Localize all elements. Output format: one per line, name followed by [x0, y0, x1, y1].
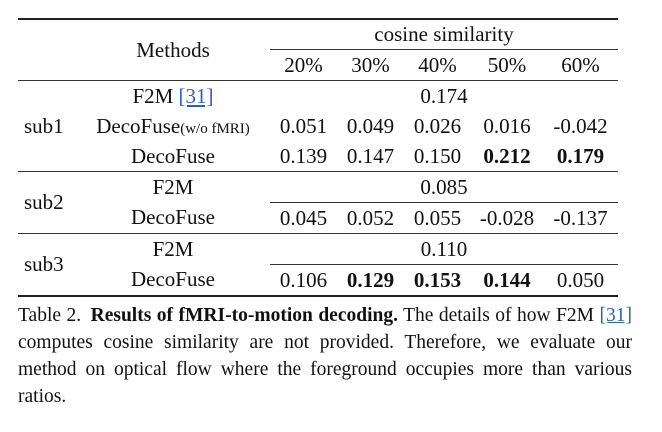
caption-label: Table 2.	[18, 305, 82, 326]
value-cell: 0.139	[279, 143, 328, 168]
method-name: F2M [31]	[76, 80, 270, 111]
method-suffix: (w/o fMRI)	[180, 120, 250, 137]
value-cell: 0.045	[279, 205, 328, 230]
citation-link[interactable]: [31]	[178, 83, 214, 108]
method-name: F2M	[76, 171, 270, 203]
merged-value-cell: 0.110	[270, 233, 618, 265]
value-cell: 0.106	[270, 264, 337, 297]
ratio-header: 20%	[284, 52, 323, 77]
caption-text: The details of how F2M	[403, 305, 595, 326]
value-cell: -0.137	[553, 205, 608, 230]
methods-header: Methods	[76, 18, 270, 81]
method-name: DecoFuse	[131, 143, 215, 168]
ratio-header: 40%	[418, 52, 457, 77]
value-cell: 0.147	[346, 143, 395, 168]
value-cell: 0.026	[413, 113, 462, 138]
value-cell: 0.055	[413, 205, 462, 230]
method-label: DecoFuse	[96, 113, 181, 138]
caption-citation-link[interactable]: [31]	[599, 305, 633, 326]
value-cell: 0.016	[483, 113, 531, 138]
value-cell: 0.052	[346, 205, 395, 230]
cosine-similarity-header: cosine similarity	[270, 18, 618, 50]
caption-title: Results of fMRI-to-motion decoding.	[90, 305, 398, 326]
subject-label: sub3	[18, 233, 76, 297]
value-cell: 0.049	[346, 113, 395, 138]
ratio-header: 60%	[561, 52, 600, 77]
value-cell: 0.150	[413, 143, 462, 168]
value-cell-bold: 0.179	[556, 143, 605, 168]
value-cell-bold: 0.129	[337, 264, 404, 297]
value-cell: -0.042	[553, 113, 608, 138]
header-empty-cell	[18, 18, 76, 50]
method-name: DecoFuse	[76, 264, 270, 297]
value-cell: -0.028	[479, 205, 535, 230]
value-cell: 0.051	[279, 113, 328, 138]
merged-value-cell: 0.085	[270, 171, 618, 203]
method-label: F2M	[132, 83, 174, 108]
method-name: F2M	[76, 233, 270, 265]
method-name: DecoFuse	[131, 205, 215, 230]
value-cell-bold: 0.153	[404, 264, 471, 297]
caption-text: computes cosine similarity are not provi…	[18, 332, 632, 407]
value-cell: 0.050	[543, 264, 618, 297]
ratio-header: 30%	[351, 52, 390, 77]
ratio-header: 50%	[487, 52, 527, 77]
value-cell-bold: 0.144	[471, 264, 543, 297]
results-table: Methods cosine similarity 20% 30% 40% 50…	[18, 18, 618, 297]
merged-value-cell: 0.174	[270, 80, 618, 111]
subject-label: sub2	[18, 171, 76, 234]
header-empty-cell	[18, 50, 76, 81]
subject-label: sub1	[18, 80, 76, 172]
method-name: DecoFuse(w/o fMRI)	[76, 111, 270, 141]
table-caption: Table 2. Results of fMRI-to-motion decod…	[18, 302, 632, 410]
value-cell-bold: 0.212	[483, 143, 531, 168]
